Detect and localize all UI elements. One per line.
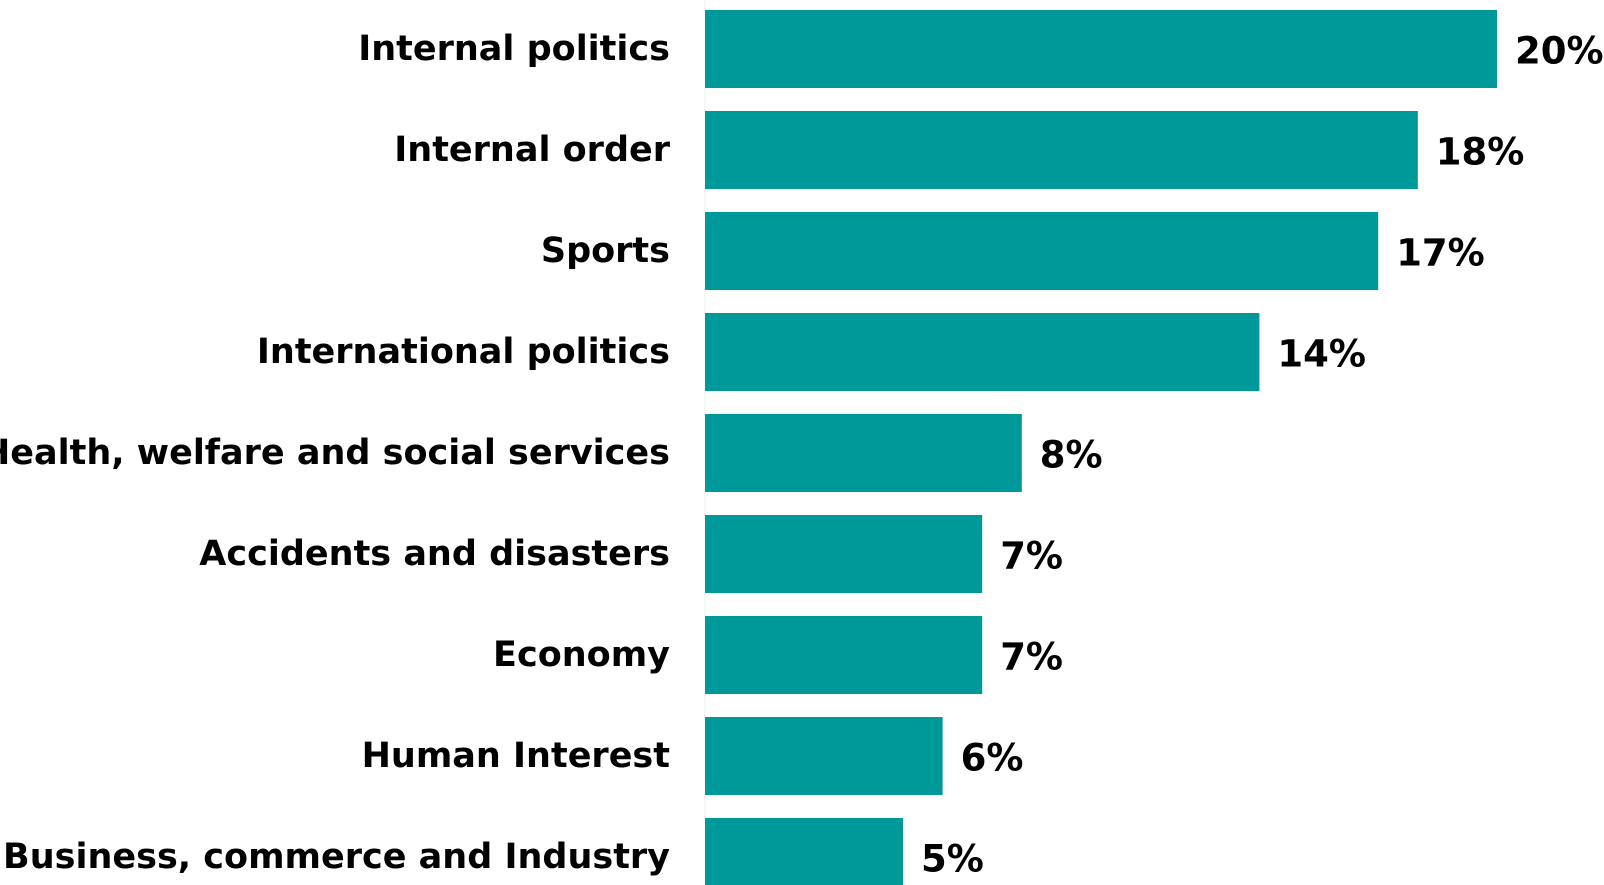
value-label: 7% xyxy=(1000,636,1063,679)
category-label: Internal politics xyxy=(358,29,670,69)
category-label: Health, welfare and social services xyxy=(0,433,670,473)
bar xyxy=(705,111,1418,189)
value-label: 6% xyxy=(961,737,1024,780)
bar xyxy=(705,717,943,795)
category-label: Sports xyxy=(541,231,670,271)
value-label: 14% xyxy=(1277,333,1366,376)
bar xyxy=(705,313,1260,391)
bar xyxy=(705,212,1379,290)
bar xyxy=(705,414,1022,492)
bar xyxy=(705,515,983,593)
value-label: 17% xyxy=(1396,232,1485,275)
category-label-group: Internal politics Internal order Sports Int… xyxy=(0,29,671,877)
bar xyxy=(705,616,983,694)
bar xyxy=(705,10,1497,88)
category-label: Human Interest xyxy=(362,736,670,776)
bar xyxy=(705,818,903,885)
value-label: 18% xyxy=(1436,131,1525,174)
category-label: Internal order xyxy=(394,130,670,170)
category-label: Business, commerce and Industry xyxy=(3,837,670,877)
bar-group xyxy=(705,10,1497,885)
value-label: 20% xyxy=(1515,30,1604,73)
category-label: Economy xyxy=(493,635,670,675)
category-label: International politics xyxy=(257,332,670,372)
value-label: 5% xyxy=(921,838,984,881)
value-label: 8% xyxy=(1040,434,1103,477)
category-label: Accidents and disasters xyxy=(199,534,670,574)
value-label: 7% xyxy=(1000,535,1063,578)
value-label-group: 20% 18% 17% 14% 8% 7% 7% 6% 5% xyxy=(921,30,1604,881)
